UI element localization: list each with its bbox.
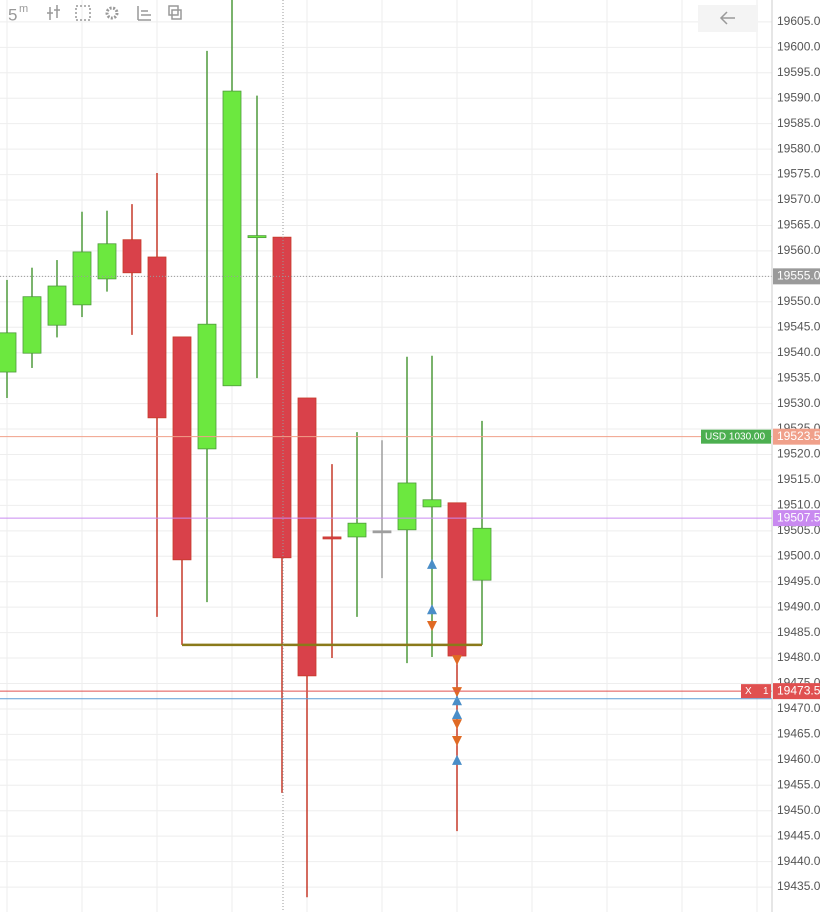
axis-labels: 19435.0 19440.0 19445.0 19450.0 19455.0 19460… xyxy=(701,14,820,893)
price-tag-box xyxy=(701,429,771,444)
y-tick-label: 19465.0 xyxy=(777,727,820,741)
price-axis xyxy=(772,0,820,912)
price-label-box xyxy=(773,683,820,700)
price-label-box xyxy=(773,428,820,445)
y-tick-label: 19600.0 xyxy=(777,40,820,54)
y-tick-label: 19520.0 xyxy=(777,447,820,461)
y-tick-label: 19560.0 xyxy=(777,243,820,257)
price-tag: X xyxy=(745,686,752,697)
buy-marker xyxy=(452,754,462,765)
candle-body xyxy=(372,530,392,534)
select-icon[interactable] xyxy=(75,5,91,21)
settings-icon[interactable] xyxy=(105,6,119,20)
y-tick-label: 19590.0 xyxy=(777,90,820,104)
y-tick-label: 19570.0 xyxy=(777,192,820,206)
price-tag: USD 1030.00 xyxy=(705,431,765,442)
toolbar: 5 m xyxy=(8,3,758,32)
candle-body xyxy=(122,239,142,274)
y-tick-label: 19605.0 xyxy=(777,14,820,28)
price-label: 19473.5 xyxy=(777,683,820,697)
price-label-box xyxy=(773,268,820,285)
y-tick-label: 19440.0 xyxy=(777,854,820,868)
candle-body xyxy=(322,536,342,540)
interval-unit: m xyxy=(19,3,28,15)
sell-marker xyxy=(452,655,462,666)
candle-body xyxy=(297,397,317,677)
y-tick-label: 19480.0 xyxy=(777,650,820,664)
y-tick-label: 19550.0 xyxy=(777,294,820,308)
price-label: 19507.5 xyxy=(777,510,820,524)
y-tick-label: 19595.0 xyxy=(777,65,820,79)
buy-marker xyxy=(452,709,462,720)
y-tick-label: 19580.0 xyxy=(777,141,820,155)
candle-body xyxy=(222,90,242,387)
price-tag-box xyxy=(741,684,771,699)
candle-body xyxy=(272,236,292,559)
buy-marker xyxy=(427,558,437,569)
back-arrow xyxy=(719,11,735,25)
price-label-box xyxy=(773,510,820,527)
y-tick-label: 19535.0 xyxy=(777,370,820,384)
candle-body xyxy=(147,256,167,419)
price-label: 19523.5 xyxy=(777,429,820,443)
candle-body xyxy=(472,527,492,581)
y-tick-label: 19500.0 xyxy=(777,548,820,562)
chart-type-icon[interactable] xyxy=(137,6,151,21)
candle-body xyxy=(0,332,17,373)
candle-body xyxy=(247,235,267,239)
y-tick-label: 19460.0 xyxy=(777,752,820,766)
sell-marker xyxy=(452,719,462,730)
y-tick-label: 19490.0 xyxy=(777,599,820,613)
price-tag-quantity: 1 xyxy=(763,686,769,697)
sell-marker xyxy=(452,687,462,698)
sell-marker xyxy=(452,736,462,746)
candle-body xyxy=(97,243,117,280)
indicator-icon[interactable] xyxy=(47,5,60,20)
buy-marker xyxy=(427,604,437,615)
candle-body xyxy=(447,502,467,657)
y-tick-label: 19445.0 xyxy=(777,828,820,842)
y-tick-label: 19540.0 xyxy=(777,345,820,359)
y-tick-label: 19505.0 xyxy=(777,523,820,537)
y-tick-label: 19510.0 xyxy=(777,498,820,512)
candle-body xyxy=(197,323,217,450)
grid xyxy=(0,0,772,912)
y-tick-label: 19455.0 xyxy=(777,777,820,791)
sell-marker xyxy=(427,620,437,631)
candle-body xyxy=(72,251,92,306)
y-tick-label: 19545.0 xyxy=(777,319,820,333)
y-tick-label: 19435.0 xyxy=(777,879,820,893)
y-tick-label: 19530.0 xyxy=(777,396,820,410)
price-label: 19555.0 xyxy=(777,269,820,283)
candle-body xyxy=(347,522,367,538)
y-tick-label: 19470.0 xyxy=(777,701,820,715)
candle-body xyxy=(172,336,192,561)
y-tick-label: 19515.0 xyxy=(777,472,820,486)
y-tick-label: 19485.0 xyxy=(777,625,820,639)
layout-icon[interactable] xyxy=(168,5,182,20)
candle-body xyxy=(22,296,42,354)
candle-body xyxy=(422,499,442,508)
y-tick-label: 19585.0 xyxy=(777,116,820,130)
y-tick-label: 19450.0 xyxy=(777,803,820,817)
interval[interactable]: 5 xyxy=(8,5,17,24)
buy-marker xyxy=(452,695,462,706)
plot xyxy=(0,0,772,898)
y-tick-label: 19565.0 xyxy=(777,218,820,232)
y-tick-label: 19495.0 xyxy=(777,574,820,588)
y-tick-label: 19575.0 xyxy=(777,167,820,181)
candle-body xyxy=(47,285,67,326)
candle-body xyxy=(397,482,417,531)
